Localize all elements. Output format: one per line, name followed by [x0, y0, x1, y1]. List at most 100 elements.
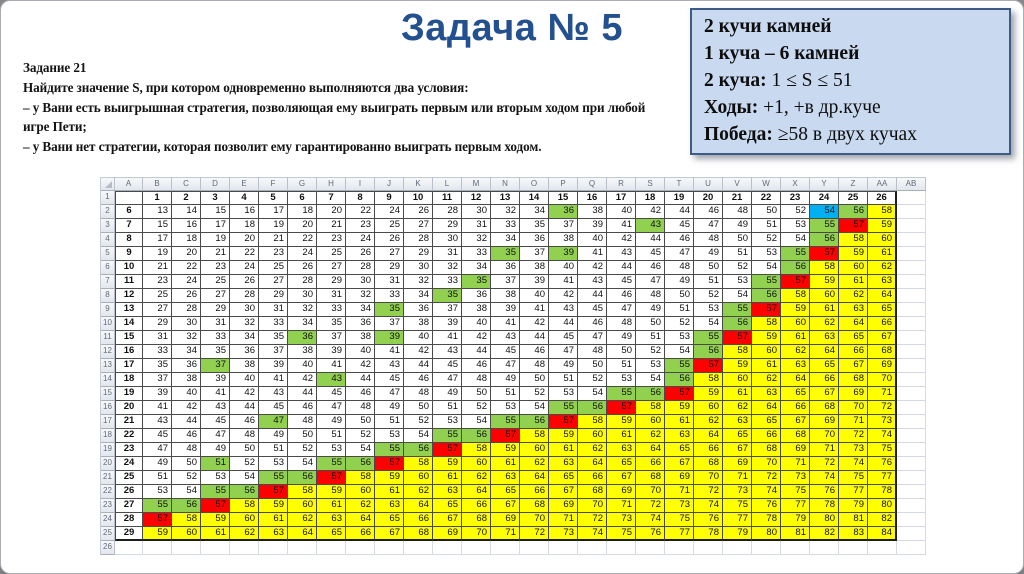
table-cell-9-7: 25 — [317, 247, 346, 261]
table-cell-11-25: 61 — [839, 275, 868, 289]
sheet-cell-empty — [404, 541, 433, 555]
table-cell-8-3: 19 — [201, 233, 230, 247]
table-cell-17-10: 44 — [404, 359, 433, 373]
table-cell-25-17: 67 — [607, 471, 636, 485]
table-cell-29-17: 75 — [607, 527, 636, 541]
table-cell-15-26: 67 — [868, 331, 897, 345]
row-header-22: 22 — [115, 429, 143, 443]
table-cell-18-25: 68 — [839, 373, 868, 387]
table-cell-20-17: 57 — [607, 401, 636, 415]
table-cell-19-23: 65 — [781, 387, 810, 401]
table-cell-26-26: 78 — [868, 485, 897, 499]
table-cell-16-6: 38 — [288, 345, 317, 359]
table-cell-28-17: 73 — [607, 513, 636, 527]
table-cell-24-20: 68 — [694, 457, 723, 471]
table-cell-21-7: 49 — [317, 415, 346, 429]
table-cell-26-6: 58 — [288, 485, 317, 499]
task-line-1: Найдите значение S, при котором одноврем… — [23, 80, 469, 96]
col-header-12: 12 — [462, 191, 491, 205]
table-cell-19-9: 47 — [375, 387, 404, 401]
table-cell-8-14: 36 — [520, 233, 549, 247]
table-cell-12-5: 29 — [259, 289, 288, 303]
table-cell-19-8: 46 — [346, 387, 375, 401]
table-cell-17-19: 55 — [665, 359, 694, 373]
row-number-22: 22 — [101, 485, 115, 499]
table-cell-10-14: 38 — [520, 261, 549, 275]
table-cell-12-9: 33 — [375, 289, 404, 303]
table-cell-18-3: 39 — [201, 373, 230, 387]
table-cell-28-5: 61 — [259, 513, 288, 527]
column-letter-H: H — [317, 178, 346, 191]
table-cell-18-1: 37 — [143, 373, 172, 387]
table-cell-9-26: 61 — [868, 247, 897, 261]
table-cell-9-16: 41 — [578, 247, 607, 261]
table-cell-12-6: 30 — [288, 289, 317, 303]
table-cell-18-7: 43 — [317, 373, 346, 387]
table-cell-22-23: 68 — [781, 429, 810, 443]
table-cell-10-26: 62 — [868, 261, 897, 275]
sheet-cell-empty — [172, 541, 201, 555]
table-cell-23-21: 67 — [723, 443, 752, 457]
table-cell-18-4: 40 — [230, 373, 259, 387]
table-cell-7-18: 43 — [636, 219, 665, 233]
table-cell-17-25: 67 — [839, 359, 868, 373]
table-cell-18-20: 58 — [694, 373, 723, 387]
table-cell-15-14: 44 — [520, 331, 549, 345]
sheet-cell-A1 — [115, 191, 143, 205]
column-letter-B: B — [143, 178, 172, 191]
table-cell-15-13: 43 — [491, 331, 520, 345]
table-cell-9-13: 35 — [491, 247, 520, 261]
sheet-cell-empty — [636, 541, 665, 555]
table-cell-8-8: 24 — [346, 233, 375, 247]
sheet-cell-empty — [897, 373, 926, 387]
table-cell-9-15: 39 — [549, 247, 578, 261]
table-cell-17-8: 42 — [346, 359, 375, 373]
highlighted-answer-cell: 54 — [810, 205, 839, 219]
table-cell-23-26: 75 — [868, 443, 897, 457]
table-cell-12-18: 48 — [636, 289, 665, 303]
table-cell-17-6: 40 — [288, 359, 317, 373]
table-cell-19-2: 40 — [172, 387, 201, 401]
table-cell-26-22: 74 — [752, 485, 781, 499]
table-cell-22-8: 52 — [346, 429, 375, 443]
table-cell-27-23: 77 — [781, 499, 810, 513]
table-cell-27-18: 72 — [636, 499, 665, 513]
table-cell-19-18: 56 — [636, 387, 665, 401]
column-letter-M: M — [462, 178, 491, 191]
sheet-cell-empty — [897, 219, 926, 233]
table-cell-11-21: 53 — [723, 275, 752, 289]
table-cell-6-7: 20 — [317, 205, 346, 219]
table-cell-9-14: 37 — [520, 247, 549, 261]
sheet-cell-empty — [259, 541, 288, 555]
table-cell-22-18: 62 — [636, 429, 665, 443]
table-cell-13-21: 55 — [723, 303, 752, 317]
table-cell-25-16: 66 — [578, 471, 607, 485]
table-cell-13-18: 49 — [636, 303, 665, 317]
table-cell-12-4: 28 — [230, 289, 259, 303]
table-cell-13-12: 38 — [462, 303, 491, 317]
table-cell-22-20: 64 — [694, 429, 723, 443]
table-cell-29-4: 62 — [230, 527, 259, 541]
table-cell-24-1: 49 — [143, 457, 172, 471]
table-cell-14-19: 52 — [665, 317, 694, 331]
table-cell-24-12: 60 — [462, 457, 491, 471]
table-cell-19-12: 50 — [462, 387, 491, 401]
table-cell-22-10: 54 — [404, 429, 433, 443]
table-cell-13-23: 59 — [781, 303, 810, 317]
row-number-10: 10 — [101, 317, 115, 331]
table-cell-10-7: 27 — [317, 261, 346, 275]
table-cell-18-26: 70 — [868, 373, 897, 387]
table-cell-17-5: 39 — [259, 359, 288, 373]
table-cell-10-6: 26 — [288, 261, 317, 275]
table-cell-7-10: 27 — [404, 219, 433, 233]
row-header-13: 13 — [115, 303, 143, 317]
table-cell-15-25: 65 — [839, 331, 868, 345]
table-cell-25-12: 62 — [462, 471, 491, 485]
table-cell-9-1: 19 — [143, 247, 172, 261]
table-cell-16-9: 41 — [375, 345, 404, 359]
table-cell-16-12: 44 — [462, 345, 491, 359]
table-cell-16-24: 64 — [810, 345, 839, 359]
table-cell-8-7: 23 — [317, 233, 346, 247]
sheet-cell-empty — [897, 317, 926, 331]
table-cell-19-5: 43 — [259, 387, 288, 401]
